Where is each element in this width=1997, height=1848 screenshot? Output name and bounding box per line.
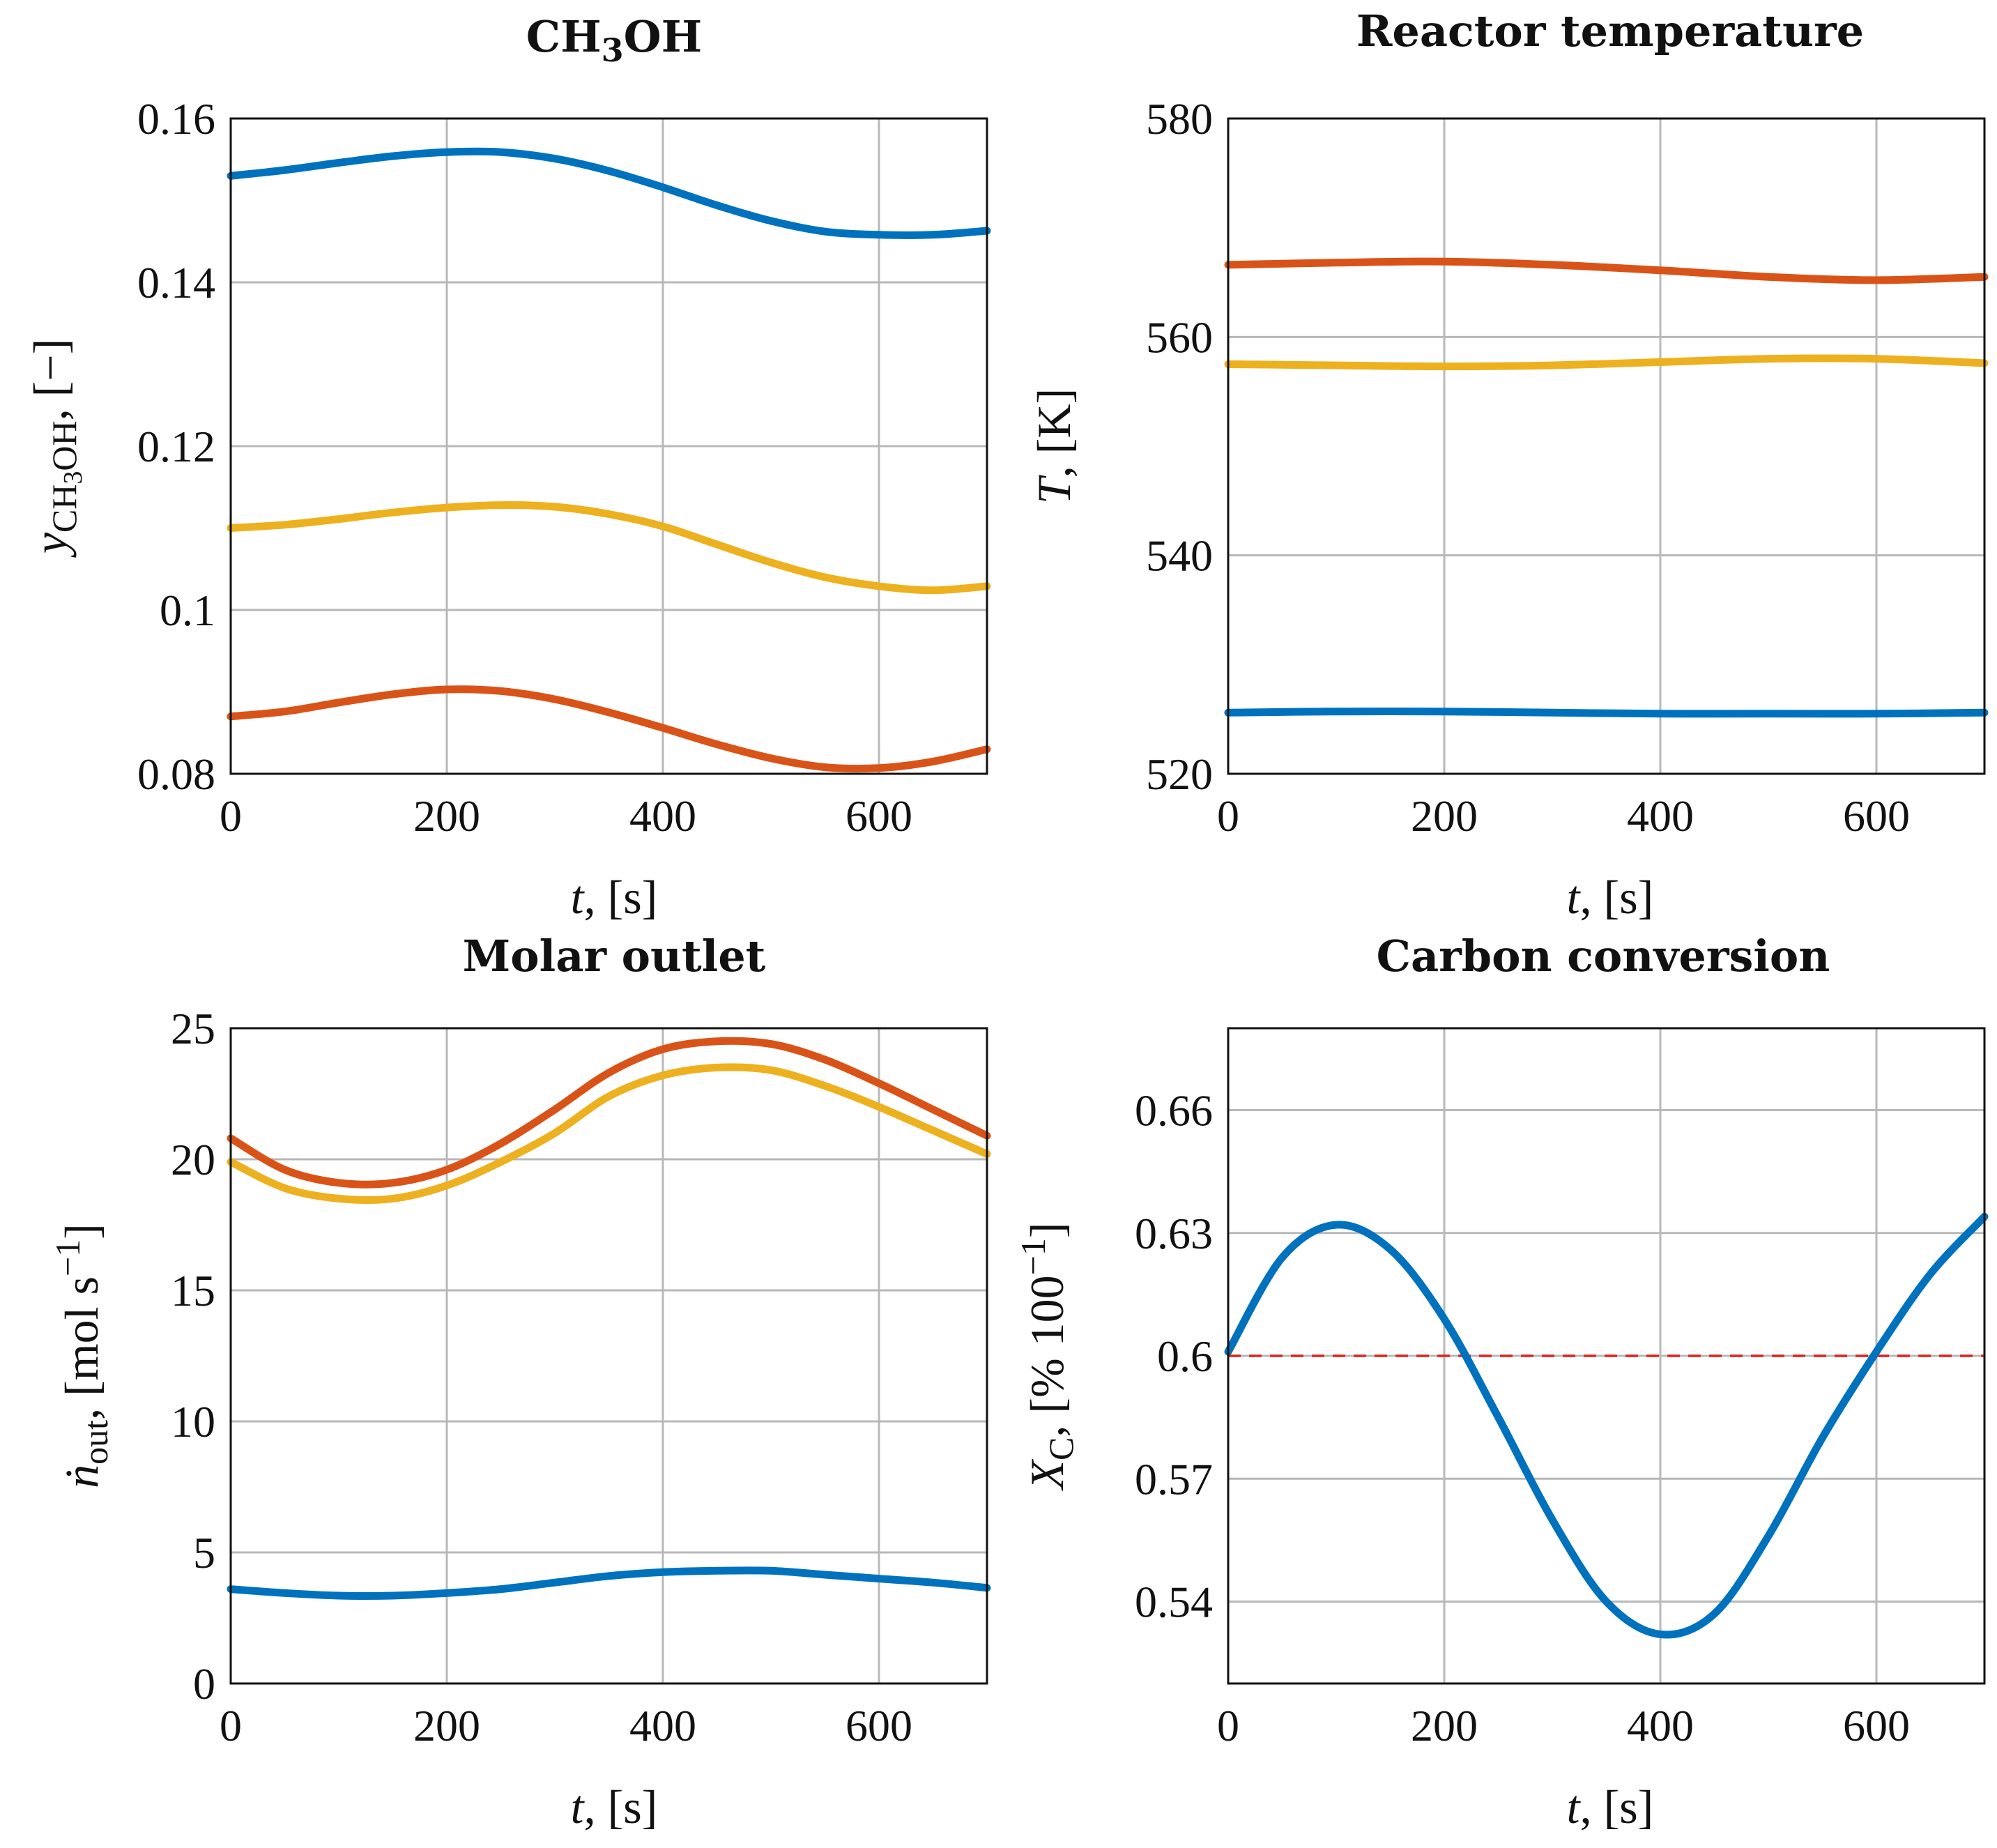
series-line-orange: [227, 685, 991, 773]
x-tick-labels: 0 200 400 600: [220, 1701, 912, 1750]
y-tick-label: 10: [171, 1397, 215, 1446]
x-tick-labels: 0 200 400 600: [220, 791, 912, 841]
series-line-yellow: [227, 501, 991, 595]
axes-frame: [229, 117, 988, 775]
y-tick-label: 560: [1146, 312, 1213, 362]
x-tick-label: 400: [629, 791, 696, 841]
series-group: [227, 147, 991, 773]
axes-frame: [1227, 1027, 1986, 1685]
y-tick-label: 0.57: [1135, 1454, 1213, 1504]
x-tick-label: 600: [1843, 791, 1910, 841]
x-tick-labels: 0 200 400 600: [1217, 791, 1910, 841]
y-tick-label: 540: [1146, 531, 1213, 581]
series-line-blue: [227, 1566, 991, 1601]
axes-frame: [1227, 117, 1986, 775]
x-tick-labels: 0 200 400 600: [1217, 1701, 1910, 1750]
axes-frame: [229, 1027, 988, 1685]
x-tick-label: 400: [1627, 791, 1694, 841]
series-line-orange: [227, 1037, 991, 1189]
y-tick-labels: 0.08 0.1 0.12 0.14 0.16: [137, 94, 215, 799]
series-group: [227, 1037, 991, 1601]
chart-reactor-temperature: Reactor temperature 0 200 400 600 520 540 560…: [1027, 6, 1989, 924]
x-tick-label: 200: [413, 1701, 480, 1750]
x-tick-label: 200: [1411, 791, 1478, 841]
x-tick-label: 0: [1217, 1701, 1239, 1750]
x-tick-label: 0: [220, 1701, 242, 1750]
chart-title: Molar outlet: [463, 931, 766, 982]
grid: [231, 119, 987, 774]
y-tick-label: 15: [171, 1266, 215, 1315]
y-tick-label: 0.1: [160, 586, 215, 635]
y-axis-label: ṅout, [mol s−1]: [48, 1223, 115, 1488]
x-axis-label: t, [s]: [571, 1780, 658, 1833]
series-group: [1224, 1212, 1989, 1639]
series-line-blue: [1224, 707, 1989, 718]
y-tick-label: 0.6: [1157, 1331, 1213, 1381]
grid: [231, 1028, 987, 1683]
chart-ch3oh: CH3OH 0 200 400 600 0.08 0.1 0.12 0.14 0.16 t, …: [24, 11, 991, 924]
x-axis-label: t, [s]: [1567, 871, 1654, 924]
chart-title: CH3OH: [526, 11, 703, 69]
y-tick-label: 0.16: [137, 94, 215, 144]
series-line-yellow: [227, 1063, 991, 1204]
y-axis-label: XC, [% 100−1]: [1013, 1222, 1080, 1491]
chart-carbon-conversion: Carbon conversion 0 200 400 600 0.54 0.57 0.6…: [1013, 931, 1989, 1833]
chart-title: Carbon conversion: [1377, 931, 1830, 982]
y-tick-label: 0.12: [137, 422, 215, 471]
y-axis-label: T, [K]: [1027, 388, 1080, 504]
x-axis-label: t, [s]: [1567, 1780, 1654, 1833]
x-tick-label: 200: [413, 791, 480, 841]
grid: [1228, 119, 1984, 774]
chart-title: Reactor temperature: [1356, 6, 1864, 56]
y-axis-label: yCH3OH, [−]: [24, 339, 88, 558]
y-tick-label: 520: [1146, 749, 1213, 799]
x-tick-label: 600: [1843, 1701, 1910, 1750]
x-tick-label: 600: [846, 1701, 912, 1750]
y-tick-labels: 0 5 10 15 20 25: [171, 1004, 215, 1709]
series-line-yellow: [1224, 354, 1989, 371]
x-tick-label: 200: [1411, 1701, 1478, 1750]
y-tick-label: 5: [193, 1528, 215, 1578]
y-tick-labels: 520 540 560 580: [1146, 94, 1213, 799]
series-line-blue: [227, 147, 991, 239]
y-tick-labels: 0.54 0.57 0.6 0.63 0.66: [1135, 1086, 1213, 1627]
y-tick-label: 0.66: [1135, 1086, 1213, 1136]
chart-molar-outlet: Molar outlet 0 200 400 600 0 5 10 15 20 25 t, [s…: [48, 931, 991, 1833]
y-tick-label: 0.54: [1135, 1578, 1213, 1627]
y-tick-label: 0: [193, 1659, 215, 1709]
x-axis-label: t, [s]: [571, 871, 658, 924]
x-tick-label: 0: [220, 791, 242, 841]
y-tick-label: 20: [171, 1135, 215, 1184]
series-group: [1224, 257, 1989, 718]
series-line-orange: [1224, 257, 1989, 284]
x-tick-label: 400: [1627, 1701, 1694, 1750]
y-tick-label: 580: [1146, 94, 1213, 144]
y-tick-label: 25: [171, 1004, 215, 1053]
x-tick-label: 400: [629, 1701, 696, 1750]
y-tick-label: 0.63: [1135, 1209, 1213, 1258]
y-tick-label: 0.14: [137, 258, 215, 307]
x-tick-label: 0: [1217, 791, 1239, 841]
series-line-blue: [1224, 1212, 1989, 1639]
x-tick-label: 600: [846, 791, 912, 841]
y-tick-label: 0.08: [137, 749, 215, 799]
